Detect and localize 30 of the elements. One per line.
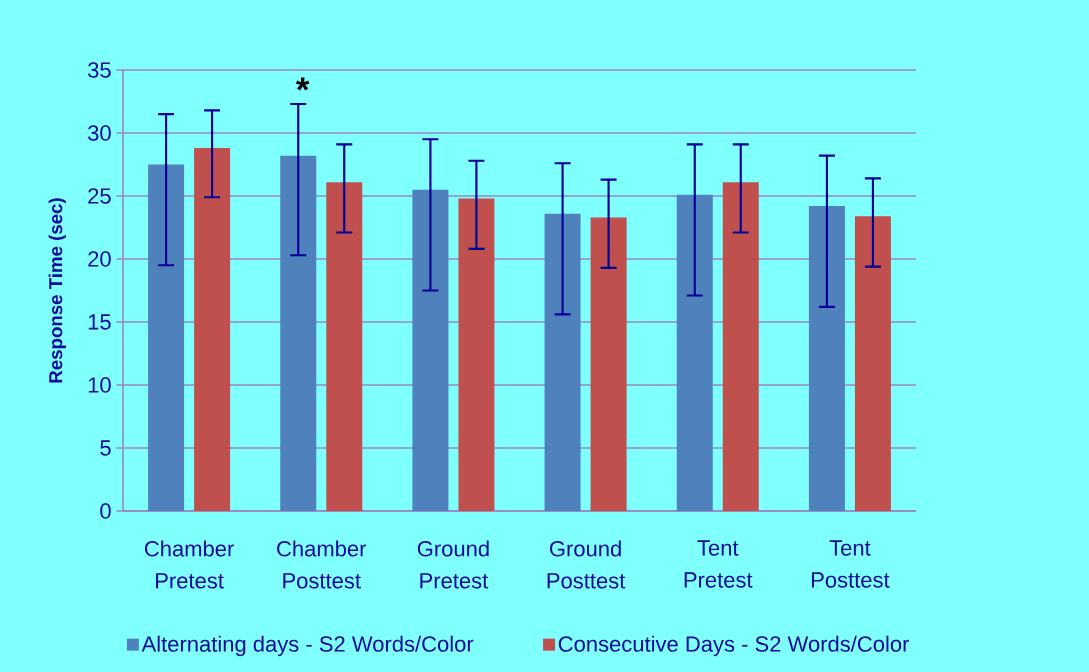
x-tick-label: Tent Posttest [811,540,890,588]
y-tick-label: 10 [88,377,111,393]
x-tick-label: Tent Pretest [684,540,753,588]
bar [326,182,363,511]
bar [676,194,713,511]
x-tick-label: Chamber Pretest [144,540,234,589]
y-tick-label: 25 [88,188,111,204]
x-tick-label: Chamber Posttest [277,540,367,589]
bar [194,148,231,511]
legend-label: Consecutive Days - S2 Words/Color [558,635,910,657]
y-tick-label: 0 [100,503,111,519]
y-tick-label: 30 [87,125,111,141]
bar [458,198,495,511]
legend-label: Alternating days - S2 Words/Color [141,635,474,657]
bar [148,164,185,511]
bar [854,216,891,511]
bar [412,189,449,511]
x-tick-label: Ground Pretest [417,540,489,589]
y-tick-label: 5 [100,440,111,456]
bar [544,213,581,511]
y-tick-label: 15 [88,314,111,330]
y-tick-label: 35 [87,62,111,78]
x-tick-label: Ground Posttest [547,540,626,589]
bar [808,206,845,511]
bar [722,182,759,511]
y-axis-title: Response Time (sec) [48,198,66,383]
bar [280,155,317,511]
y-tick-label: 20 [88,251,111,267]
bar [590,217,627,511]
annotation: * [295,77,310,91]
